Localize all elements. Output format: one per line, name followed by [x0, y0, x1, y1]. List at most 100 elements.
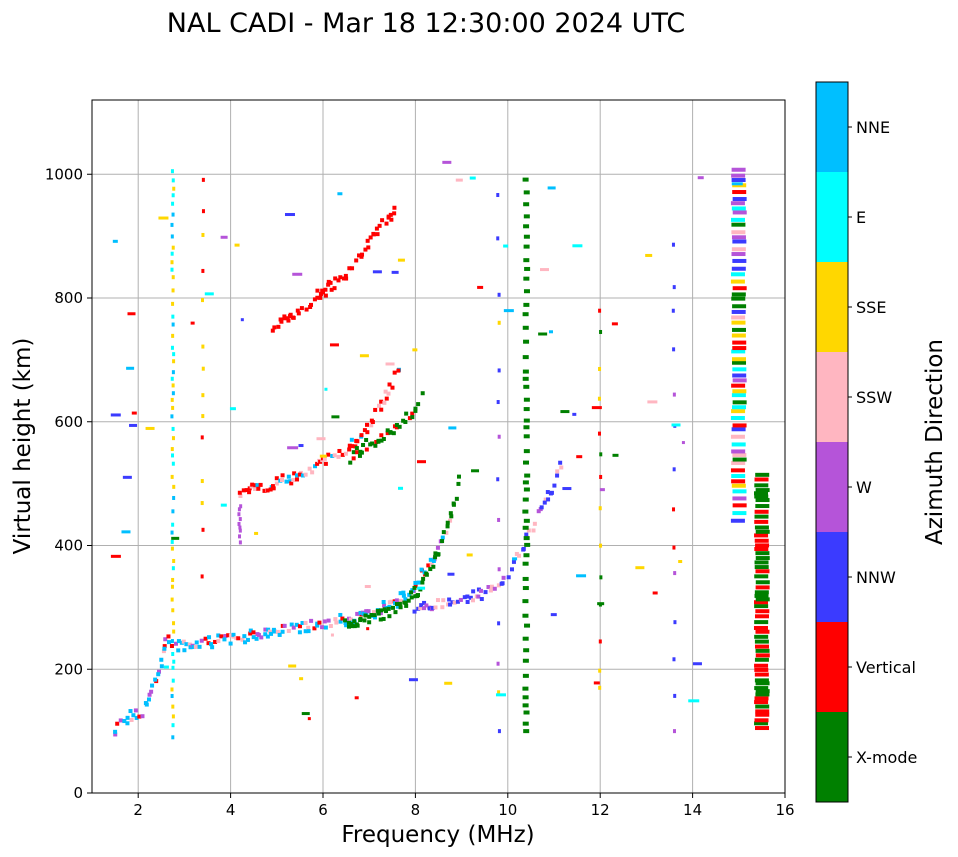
- echo-mark: [672, 392, 676, 397]
- colorbar-swatch: [816, 82, 848, 172]
- echo-mark: [346, 624, 351, 629]
- echo-mark: [170, 539, 174, 544]
- echo-mark: [171, 461, 175, 466]
- axis-ticks: 2 4 6 8 10 12 14 16 0 200 400 600 800 1000: [45, 165, 795, 819]
- echo-mark: [162, 644, 167, 649]
- echo-mark: [172, 495, 176, 500]
- echo-mark: [344, 276, 349, 281]
- echo-mark: [306, 629, 311, 634]
- echo-mark: [754, 644, 769, 649]
- echo-mark: [347, 443, 352, 448]
- echo-mark: [754, 721, 769, 726]
- echo-mark: [522, 497, 529, 502]
- echo-mark: [369, 423, 374, 428]
- echo-mark: [394, 602, 399, 607]
- colorbar-swatch: [816, 262, 848, 352]
- echo-mark: [754, 639, 769, 644]
- echo-mark: [365, 430, 370, 435]
- echo-mark: [732, 286, 747, 291]
- echo-mark: [364, 585, 371, 589]
- echo-mark: [201, 344, 205, 349]
- echo-mark: [354, 258, 359, 263]
- echo-mark: [256, 632, 261, 637]
- echo-mark: [238, 493, 243, 498]
- echo-mark: [523, 244, 530, 249]
- echo-mark: [522, 576, 529, 581]
- echo-mark: [599, 329, 603, 334]
- echo-mark: [732, 367, 747, 372]
- echo-mark: [755, 529, 770, 534]
- echo-mark: [172, 621, 176, 626]
- echo-mark: [326, 282, 331, 287]
- echo-mark: [359, 433, 364, 438]
- echo-mark: [171, 314, 175, 319]
- echo-mark: [171, 193, 175, 198]
- echo-mark: [368, 235, 373, 240]
- echo-mark: [346, 620, 351, 625]
- echo-mark: [754, 593, 769, 598]
- echo-mark: [732, 503, 747, 508]
- echo-mark: [187, 642, 192, 647]
- echo-mark: [448, 602, 453, 607]
- echo-mark: [521, 547, 526, 552]
- echo-mark: [403, 600, 408, 605]
- echo-mark: [355, 439, 360, 444]
- echo-mark: [407, 592, 412, 597]
- echo-mark: [170, 687, 174, 692]
- echo-mark: [593, 681, 600, 685]
- echo-mark: [478, 588, 483, 593]
- echo-mark: [673, 620, 677, 625]
- echo-mark: [253, 486, 258, 491]
- echo-mark: [389, 217, 394, 222]
- echo-mark: [492, 586, 497, 591]
- echo-mark: [523, 518, 530, 523]
- echo-mark: [392, 205, 397, 210]
- echo-mark: [153, 677, 158, 682]
- echo-mark: [270, 328, 275, 333]
- echo-mark: [324, 387, 328, 391]
- echo-mark: [391, 605, 396, 610]
- echo-mark: [522, 695, 529, 700]
- echo-mark: [397, 601, 402, 606]
- echo-mark: [754, 565, 769, 570]
- echo-mark: [310, 470, 315, 475]
- echo-mark: [523, 407, 530, 412]
- echo-mark: [462, 595, 467, 600]
- y-axis-label: Virtual height (km): [10, 338, 36, 555]
- echo-mark: [220, 235, 228, 239]
- echo-mark: [754, 686, 769, 691]
- echo-mark: [412, 609, 417, 614]
- echo-mark: [247, 490, 252, 495]
- echo-mark: [170, 267, 174, 272]
- echo-mark: [170, 694, 174, 699]
- echo-mark: [176, 639, 181, 644]
- echo-mark: [303, 629, 308, 634]
- echo-mark: [731, 479, 746, 484]
- echo-mark: [452, 600, 457, 605]
- echo-mark: [382, 400, 387, 405]
- echo-mark: [251, 630, 256, 635]
- echo-mark: [377, 403, 382, 408]
- echo-mark: [157, 669, 162, 674]
- echo-mark: [171, 536, 180, 540]
- echo-mark: [732, 457, 747, 462]
- echo-mark: [298, 444, 304, 448]
- echo-mark: [548, 330, 553, 334]
- echo-mark: [349, 437, 354, 442]
- echo-mark: [125, 715, 130, 720]
- echo-mark: [560, 410, 570, 414]
- echo-mark: [170, 447, 174, 452]
- echo-mark: [171, 678, 175, 683]
- echo-mark: [379, 399, 384, 404]
- echo-mark: [555, 469, 560, 474]
- echo-mark: [496, 193, 500, 198]
- echo-mark: [387, 614, 392, 619]
- echo-mark: [200, 574, 204, 579]
- echo-mark: [420, 391, 425, 396]
- echo-mark: [424, 603, 429, 608]
- echo-mark: [201, 527, 205, 532]
- echo-mark: [496, 661, 500, 666]
- echo-mark: [386, 606, 391, 611]
- echo-mark: [548, 491, 553, 496]
- echo-mark: [730, 279, 745, 284]
